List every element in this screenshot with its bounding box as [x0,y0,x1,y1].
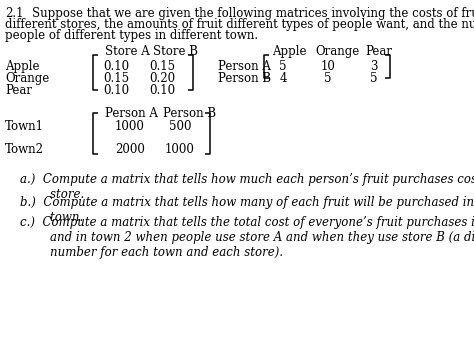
Text: Orange: Orange [5,72,49,85]
Text: 5: 5 [279,60,287,73]
Text: 0.15: 0.15 [103,72,129,85]
Text: Person A: Person A [218,60,271,73]
Text: c.)  Compute a matrix that tells the total cost of everyone’s fruit purchases in: c.) Compute a matrix that tells the tota… [20,216,474,259]
Text: Orange: Orange [315,45,359,58]
Text: Suppose that we are given the following matrices involving the costs of fruits a: Suppose that we are given the following … [32,7,474,20]
Text: 3: 3 [370,60,378,73]
Text: Store B: Store B [153,45,198,58]
Text: Store A: Store A [105,45,150,58]
Text: Person A: Person A [105,107,158,120]
Text: Person B: Person B [163,107,216,120]
Text: b.)  Compute a matrix that tells how many of each fruit will be purchased in eac: b.) Compute a matrix that tells how many… [20,196,474,224]
Text: 4: 4 [279,72,287,85]
Text: 0.10: 0.10 [149,84,175,97]
Text: 500: 500 [169,120,191,133]
Text: 0.10: 0.10 [103,60,129,73]
Text: 5: 5 [324,72,332,85]
Text: Pear: Pear [365,45,392,58]
Text: Town1: Town1 [5,120,44,133]
Text: 5: 5 [370,72,378,85]
Text: Apple: Apple [5,60,39,73]
Text: a.)  Compute a matrix that tells how much each person’s fruit purchases cost at : a.) Compute a matrix that tells how much… [20,173,474,201]
Text: different stores, the amounts of fruit different types of people want, and the n: different stores, the amounts of fruit d… [5,18,474,31]
Text: 1000: 1000 [115,120,145,133]
Text: 0.15: 0.15 [149,60,175,73]
Text: Person B: Person B [218,72,271,85]
Text: Apple: Apple [272,45,307,58]
Text: 0.10: 0.10 [103,84,129,97]
Text: Pear: Pear [5,84,32,97]
Text: 2.1: 2.1 [5,7,24,20]
Text: 2000: 2000 [115,143,145,156]
Text: 0.20: 0.20 [149,72,175,85]
Text: 10: 10 [320,60,336,73]
Text: 1000: 1000 [165,143,195,156]
Text: Town2: Town2 [5,143,44,156]
Text: people of different types in different town.: people of different types in different t… [5,29,258,42]
